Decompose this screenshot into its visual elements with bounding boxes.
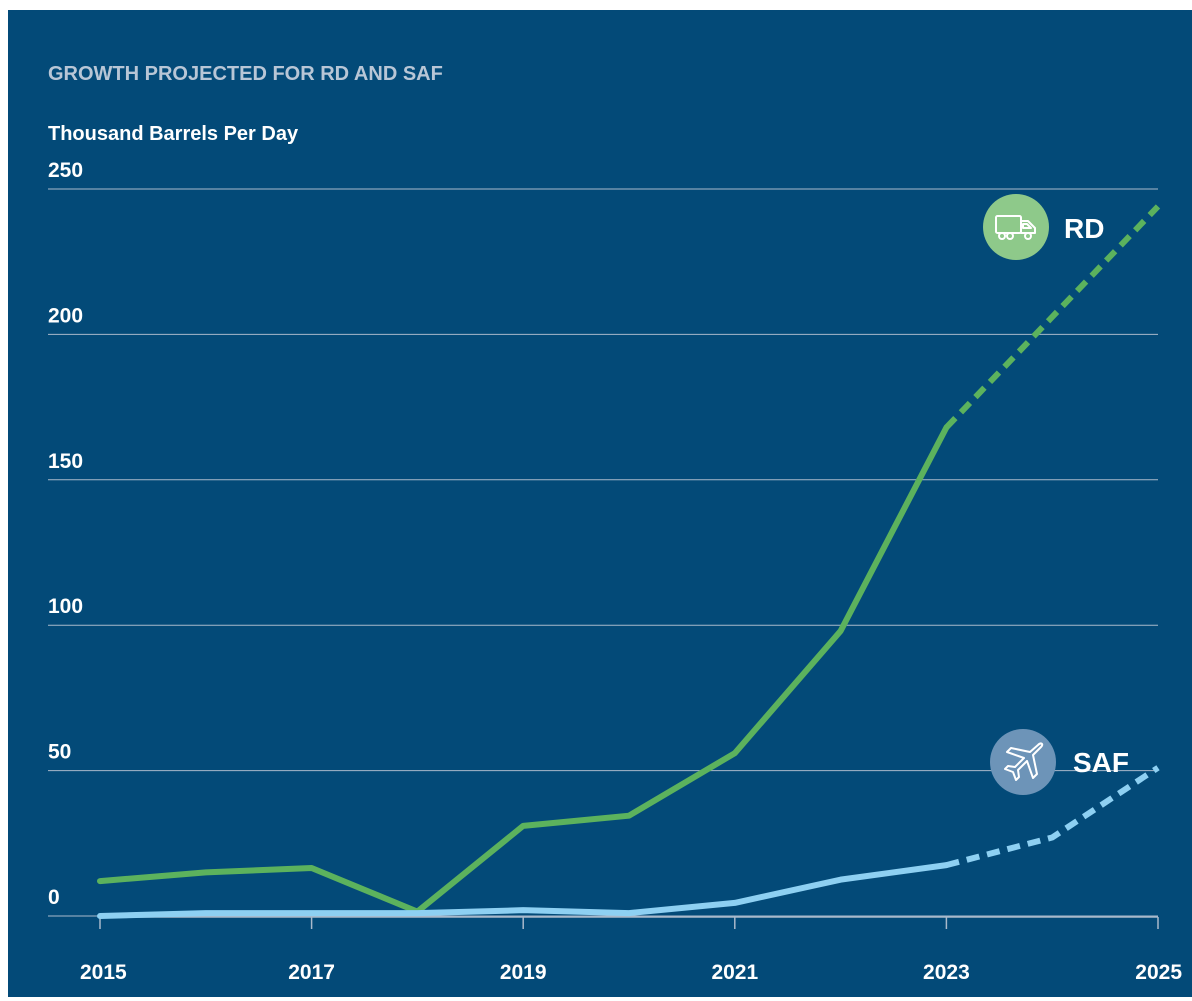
y-tick-label: 100 [48,595,83,618]
x-tick-label: 2025 [1135,961,1182,984]
chart-title: GROWTH PROJECTED FOR RD AND SAF [48,63,443,85]
x-tick-label: 2017 [288,961,335,984]
y-tick-label: 250 [48,159,83,182]
saf-label-group: SAF [990,729,1129,795]
saf-badge [990,729,1056,795]
y-tick-label: 50 [48,741,71,764]
x-tick-label: 2015 [80,961,127,984]
x-axis: 2015 2017 2019 2021 2023 2025 [80,916,1182,984]
y-tick-label: 200 [48,304,83,327]
rd-badge [983,194,1049,260]
saf-series-label: SAF [1073,747,1129,778]
rd-actual-line [97,424,950,915]
y-tick-label: 0 [48,886,60,909]
series-labels: RD SAF [983,194,1129,795]
rd-projected-line [944,204,1161,430]
series-lines [97,204,1161,919]
saf-projected-line [945,765,1160,869]
y-axis-ticks: 0 50 100 150 200 250 [48,159,83,909]
rd-label-group: RD [983,194,1104,260]
airplane-icon [1004,742,1044,781]
gridlines [48,188,1158,917]
chart-panel: GROWTH PROJECTED FOR RD AND SAF Thousand… [8,10,1192,997]
x-tick-label: 2021 [711,961,758,984]
saf-actual-line [97,862,950,919]
y-tick-label: 150 [48,450,83,473]
x-tick-label: 2023 [923,961,970,984]
x-tick-label: 2019 [500,961,547,984]
truck-icon [995,215,1036,240]
line-chart: GROWTH PROJECTED FOR RD AND SAF Thousand… [48,63,1182,984]
chart-subtitle: Thousand Barrels Per Day [48,123,299,145]
rd-series-label: RD [1064,213,1104,244]
